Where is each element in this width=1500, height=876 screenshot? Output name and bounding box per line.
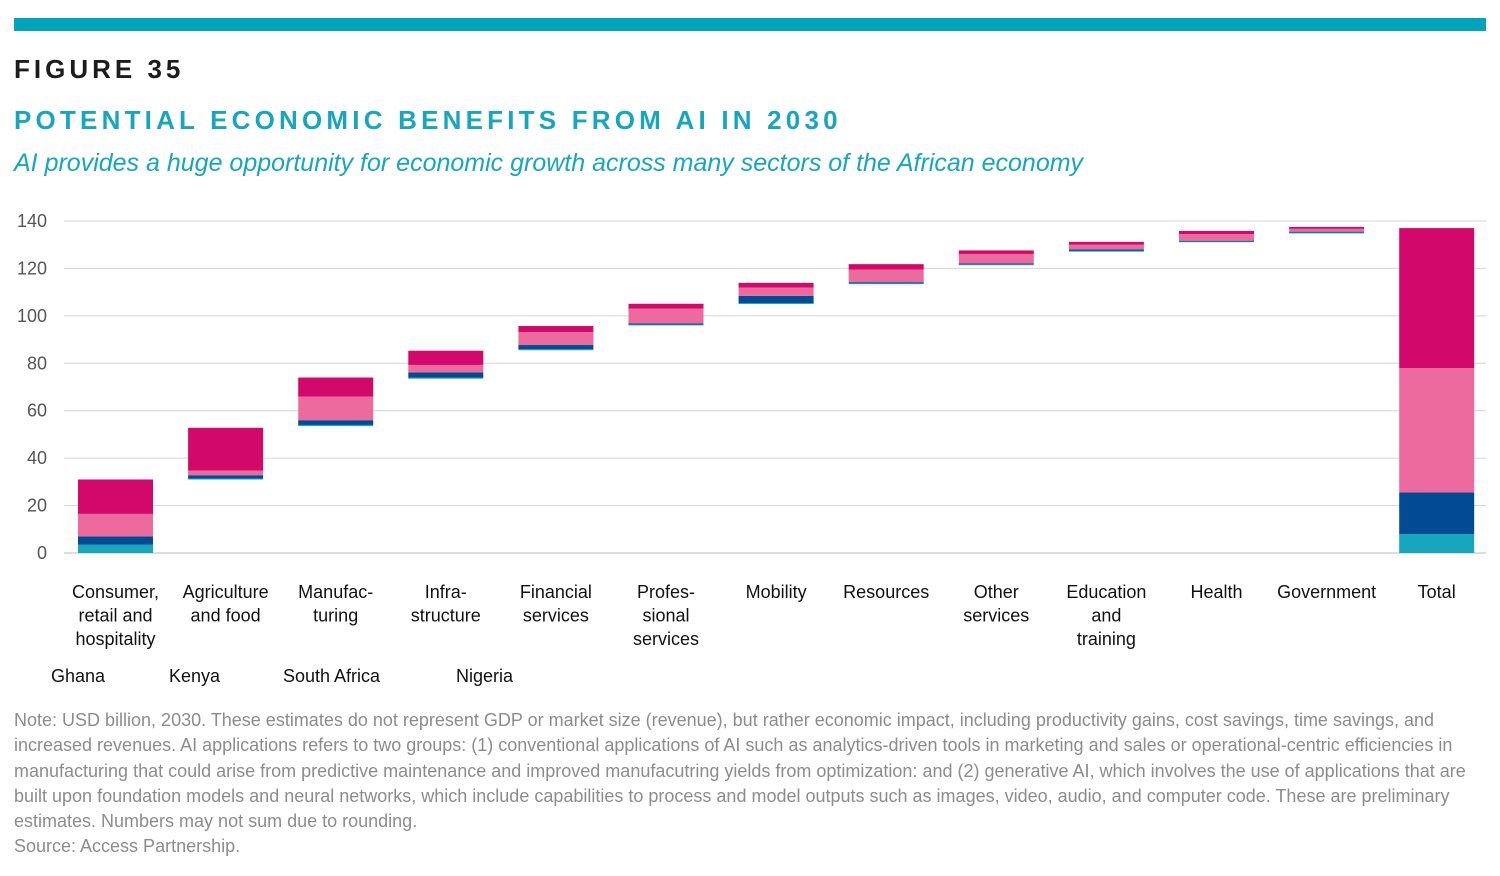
stacked-bar-chart: 0 20 40 60 80 100 120 140 Consumer, retail and hos…	[17, 211, 1486, 649]
bar-segment-nigeria	[628, 303, 704, 309]
x-category-label: Manufac-turing	[298, 582, 373, 626]
bar-segment-kenya	[1068, 249, 1144, 251]
y-tick-label: 120	[17, 258, 47, 278]
y-tick-label: 40	[27, 448, 47, 468]
bar-segment-kenya	[848, 282, 924, 284]
bar-segment-ghana	[78, 544, 153, 553]
bar-segment-south-africa	[738, 287, 814, 296]
bar-segment-kenya	[188, 475, 264, 479]
bar-segment-ghana	[1068, 250, 1144, 252]
bar-segment-nigeria	[1289, 226, 1365, 229]
bar-segment-ghana	[848, 283, 924, 285]
bar-segment-south-africa	[1289, 228, 1365, 232]
x-category-label: Government	[1277, 582, 1376, 602]
x-category-label: Infra-structure	[411, 582, 481, 626]
bar-segment-ghana	[1289, 232, 1365, 234]
bar-segment-kenya	[1289, 231, 1365, 233]
x-category-label: Education and training	[1066, 582, 1146, 649]
bar-segment-nigeria	[1399, 228, 1475, 369]
bar-segment-south-africa	[1399, 368, 1475, 493]
bar-segment-south-africa	[1179, 234, 1254, 241]
bar-segment-south-africa	[298, 396, 374, 421]
x-category-label: Resources	[843, 582, 929, 602]
note-text: Note: USD billion, 2030. These estimates…	[14, 710, 1466, 832]
x-category-label: Health	[1190, 582, 1242, 602]
bar-segment-ghana	[518, 349, 594, 351]
bar-segment-nigeria	[408, 350, 484, 365]
bar-segment-kenya	[518, 345, 594, 350]
y-tick-label: 80	[27, 353, 47, 373]
bar-segment-kenya	[298, 420, 374, 425]
bar-segment-ghana	[958, 264, 1034, 266]
bar-segment-south-africa	[408, 364, 484, 373]
bar-segment-kenya	[738, 295, 814, 304]
bar-segment-nigeria	[1179, 230, 1254, 235]
bar-segment-nigeria	[188, 427, 264, 471]
bar-segment-ghana	[738, 303, 814, 304]
bar-segment-kenya	[1179, 240, 1254, 242]
y-tick-label: 60	[27, 401, 47, 421]
legend-item-nigeria: Nigeria	[456, 666, 514, 686]
bar-segment-kenya	[1399, 492, 1475, 535]
source-text: Source: Access Partnership.	[14, 836, 241, 857]
x-category-label: Consumer, retail and hospitality	[72, 582, 159, 649]
bar-segment-south-africa	[518, 331, 594, 346]
bar-segment-nigeria	[848, 264, 924, 270]
bar-segment-ghana	[188, 478, 264, 480]
legend-item-kenya: Kenya	[169, 666, 221, 686]
chart-notes: Note: USD billion, 2030. These estimates…	[14, 708, 1490, 860]
bar-segment-nigeria	[958, 250, 1034, 254]
bar-segment-kenya	[628, 323, 704, 325]
x-category-label: Agriculture and food	[183, 582, 269, 626]
figure-label: FIGURE 35	[14, 54, 185, 84]
bar-segment-nigeria	[518, 326, 594, 332]
bar-segment-nigeria	[298, 377, 374, 397]
bar-segment-south-africa	[958, 253, 1034, 264]
legend-item-south-africa: South Africa	[283, 666, 381, 686]
bar-segment-kenya	[78, 536, 153, 545]
bar-segment-kenya	[408, 372, 484, 378]
chart-legend: Ghana Kenya South Africa Nigeria	[0, 666, 1500, 690]
chart-subtitle: AI provides a huge opportunity for econo…	[14, 149, 1084, 177]
x-category-label: Mobility	[746, 582, 807, 602]
bar-segment-south-africa	[848, 269, 924, 283]
x-category-label: Total	[1418, 582, 1456, 602]
bar-segment-south-africa	[1068, 244, 1144, 250]
bar-segment-ghana	[298, 424, 374, 427]
bar-segment-nigeria	[78, 479, 153, 514]
y-tick-label: 140	[17, 211, 47, 231]
header-accent-bar	[14, 18, 1486, 31]
chart-title: POTENTIAL ECONOMIC BENEFITS FROM AI IN 2…	[14, 105, 842, 135]
bar-segment-ghana	[628, 324, 704, 326]
x-category-label: Financial services	[520, 582, 592, 626]
bar-segment-south-africa	[188, 470, 264, 476]
bar-segment-ghana	[408, 377, 484, 379]
x-category-label: Profes-sional services	[633, 582, 699, 649]
legend-item-ghana: Ghana	[51, 666, 106, 686]
y-tick-label: 20	[27, 496, 47, 516]
bar-segment-south-africa	[628, 308, 704, 324]
bar-segment-ghana	[1399, 534, 1475, 553]
x-category-label: Other services	[963, 582, 1029, 626]
y-tick-label: 100	[17, 306, 47, 326]
bar-segment-kenya	[958, 263, 1034, 265]
bar-segment-nigeria	[738, 282, 814, 288]
bar-segment-south-africa	[78, 513, 153, 537]
bar-segment-nigeria	[1068, 241, 1144, 245]
bar-segment-ghana	[1179, 241, 1254, 243]
y-tick-label: 0	[37, 543, 47, 563]
